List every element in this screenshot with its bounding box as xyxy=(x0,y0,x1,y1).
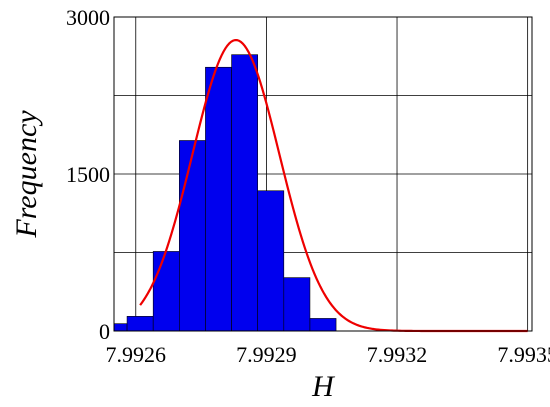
histogram-bar-7 xyxy=(283,277,311,332)
histogram-bar-1 xyxy=(126,316,154,332)
x-tick-label-2: 7.9932 xyxy=(367,342,428,367)
plot-frame xyxy=(113,16,533,332)
x-tick-label-0: 7.9926 xyxy=(106,342,167,367)
x-tick-label-3: 7.9935 xyxy=(497,342,550,367)
x-tick-labels: 7.9926 7.9929 7.9932 7.9935 xyxy=(106,342,550,367)
histogram-bar-2 xyxy=(152,251,180,332)
y-axis-label: Frequency xyxy=(10,110,43,239)
histogram-bar-0 xyxy=(113,323,128,332)
histogram-bar-5 xyxy=(231,54,258,332)
y-tick-label-1: 1500 xyxy=(66,162,110,187)
y-tick-label-2: 3000 xyxy=(66,5,110,30)
histogram-bar-8 xyxy=(309,318,337,332)
histogram-bars xyxy=(113,54,337,332)
histogram-bar-4 xyxy=(205,66,232,332)
y-tick-labels: 0 1500 3000 xyxy=(66,5,110,344)
y-tick-label-0: 0 xyxy=(99,319,110,344)
histogram-bar-3 xyxy=(179,140,206,332)
x-tick-label-1: 7.9929 xyxy=(236,342,297,367)
histogram-bar-6 xyxy=(257,190,285,332)
x-axis-label: H xyxy=(311,370,336,403)
